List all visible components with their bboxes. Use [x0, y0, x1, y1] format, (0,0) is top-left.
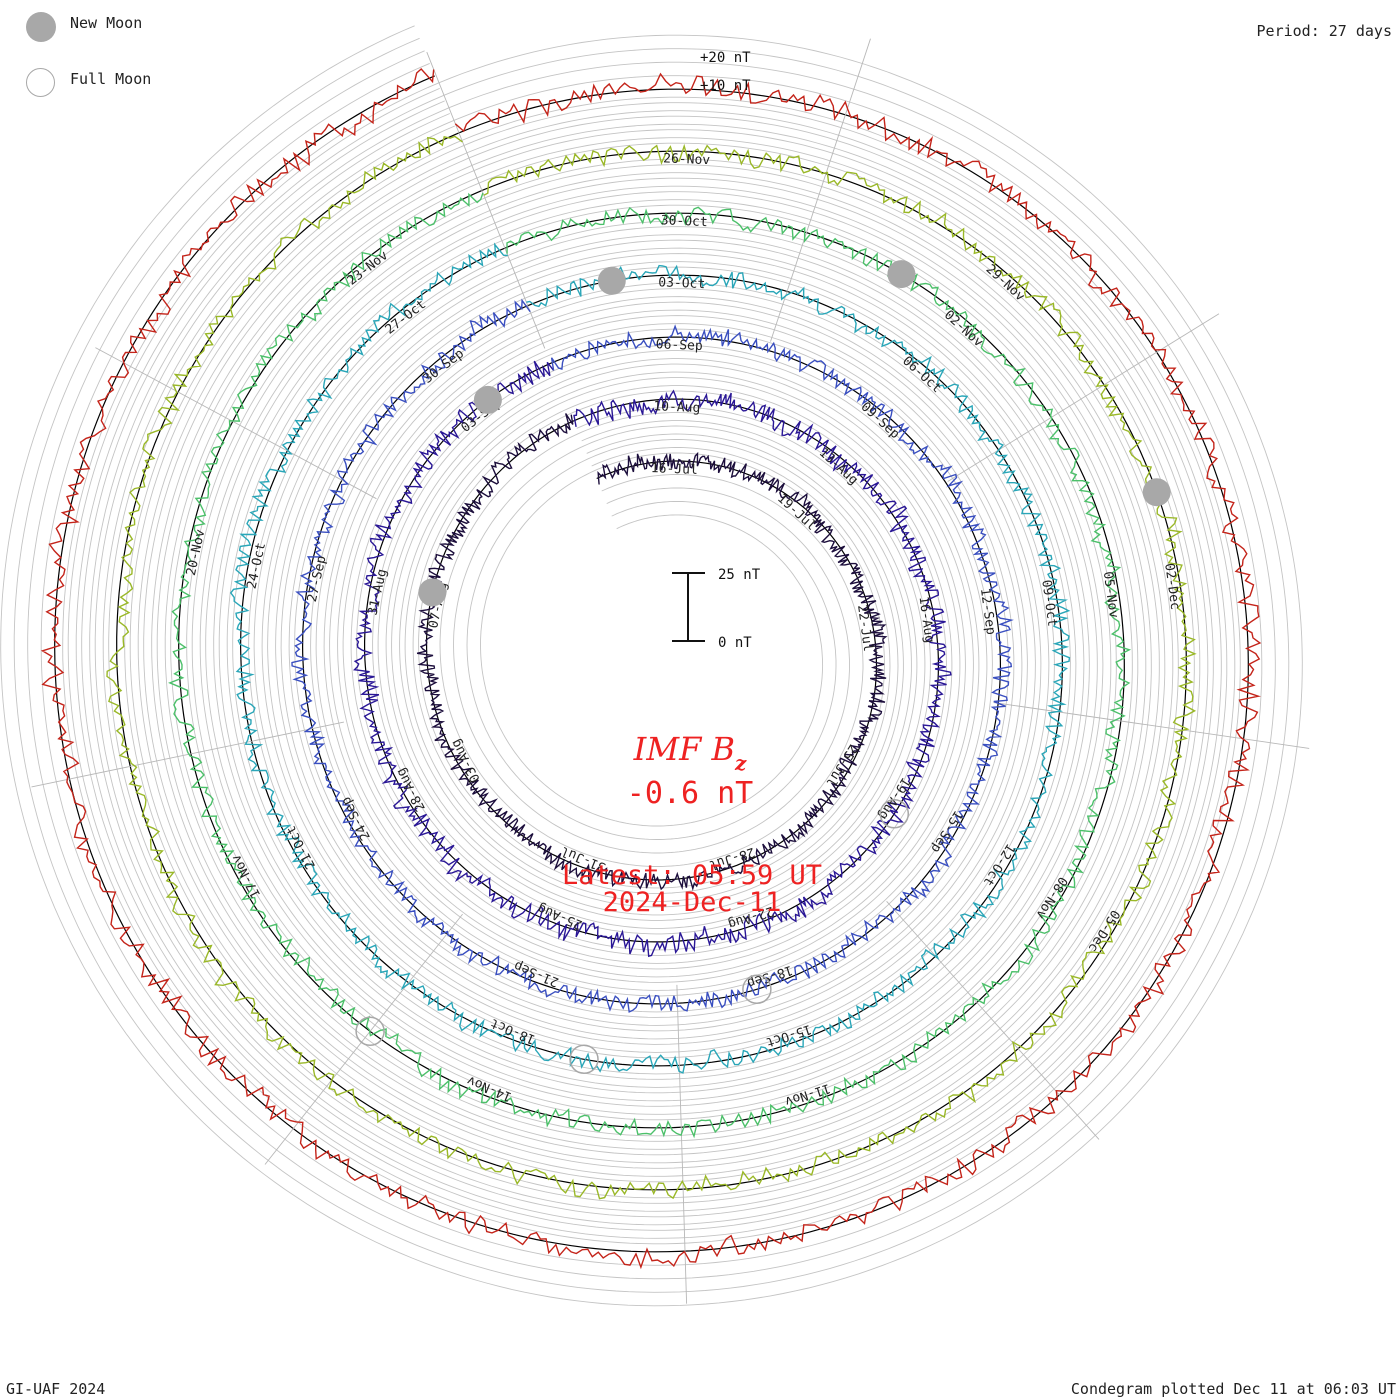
new-moon-marker: [473, 385, 502, 414]
center-title-sub: z: [734, 751, 747, 775]
center-title: IMF Bz: [633, 730, 747, 775]
grid-rings: [0, 25, 1303, 1307]
grid-ring: [81, 100, 1222, 1226]
day-spoke: [886, 901, 1100, 1140]
date-label: 16-Jul: [651, 461, 699, 478]
moon-markers: [355, 260, 1171, 1075]
full-moon-icon: [26, 68, 55, 97]
day-spoke: [95, 347, 377, 500]
grid-ring: [108, 125, 1195, 1199]
date-label: 22-Jul: [854, 604, 875, 653]
grid-ring: [0, 25, 1303, 1307]
date-label: 30-Sep: [421, 346, 467, 387]
scale-bar: 25 nT 0 nT: [672, 567, 761, 651]
series-traces: [40, 68, 1262, 1270]
date-label: 10-Aug: [653, 399, 701, 416]
date-label: 05-Nov: [1100, 571, 1121, 620]
day-spoke: [676, 984, 688, 1304]
date-label: 16-Aug: [915, 596, 936, 645]
zero-ring: [54, 75, 1249, 1253]
date-label: 09-Oct: [1038, 579, 1059, 628]
grid-ring: [67, 87, 1236, 1239]
grid-spokes: [31, 38, 1310, 1304]
latest-time: Latest: 05:59 UT: [562, 860, 822, 891]
center-title-main: IMF B: [633, 730, 735, 768]
full-moon-marker: [355, 1016, 385, 1047]
date-label: 06-Sep: [655, 337, 703, 354]
scale-bar-top-label: 25 nT: [718, 567, 761, 583]
new-moon-icon: [26, 12, 56, 42]
series-trace: [40, 68, 1262, 1270]
latest-date: 2024-Dec-11: [603, 887, 782, 918]
day-spoke: [264, 913, 463, 1165]
date-label: 12-Sep: [977, 587, 998, 636]
date-label: 02-Dec: [1161, 562, 1182, 611]
day-spoke: [31, 721, 344, 788]
full-moon-marker: [569, 1044, 599, 1075]
series-trace: [168, 192, 1132, 1139]
day-spoke: [947, 313, 1220, 482]
grid-ring: [94, 113, 1209, 1212]
grid-ring: [13, 37, 1290, 1293]
new-moon-marker: [1142, 478, 1171, 507]
date-labels: 16-Jul19-Jul22-Jul25-Jul28-Jul31-Jul03-A…: [184, 151, 1182, 1108]
day-spoke: [770, 38, 871, 342]
new-moon-label: New Moon: [70, 14, 143, 32]
grid-ring: [27, 50, 1276, 1280]
full-moon-label: Full Moon: [70, 70, 152, 88]
day-spoke: [426, 51, 546, 349]
center-readout: IMF Bz -0.6 nT Latest: 05:59 UT 2024-Dec…: [562, 730, 822, 918]
ring-label-20: +20 nT: [700, 50, 751, 66]
date-label: 24-Oct: [244, 541, 269, 590]
footer-credit: GI-UAF 2024: [6, 1380, 106, 1398]
full-moon-marker: [879, 799, 910, 829]
series-trace: [229, 242, 1071, 1074]
date-label: 26-Nov: [663, 151, 711, 168]
date-label: 03-Oct: [658, 275, 706, 292]
date-label: 27-Sep: [305, 554, 330, 603]
footer-plotted: Condegram plotted Dec 11 at 06:03 UT: [1070, 1380, 1396, 1398]
series-trace: [416, 413, 888, 892]
day-spoke: [993, 702, 1310, 749]
center-value: -0.6 nT: [627, 776, 753, 811]
date-label: 20-Nov: [184, 528, 209, 577]
grid-ring: [40, 62, 1263, 1266]
new-moon-marker: [597, 266, 626, 295]
full-moon-marker: [742, 974, 772, 1005]
new-moon-marker: [418, 578, 447, 607]
ring-label-10: +10 nT: [700, 78, 751, 94]
date-label: 30-Oct: [660, 213, 708, 230]
scale-bar-bottom-label: 0 nT: [718, 635, 752, 651]
new-moon-marker: [887, 260, 916, 289]
series-trace: [353, 360, 952, 958]
period-label: Period: 27 days: [1256, 22, 1392, 40]
series-trace: [106, 135, 1197, 1200]
series-trace: [291, 298, 1014, 1013]
